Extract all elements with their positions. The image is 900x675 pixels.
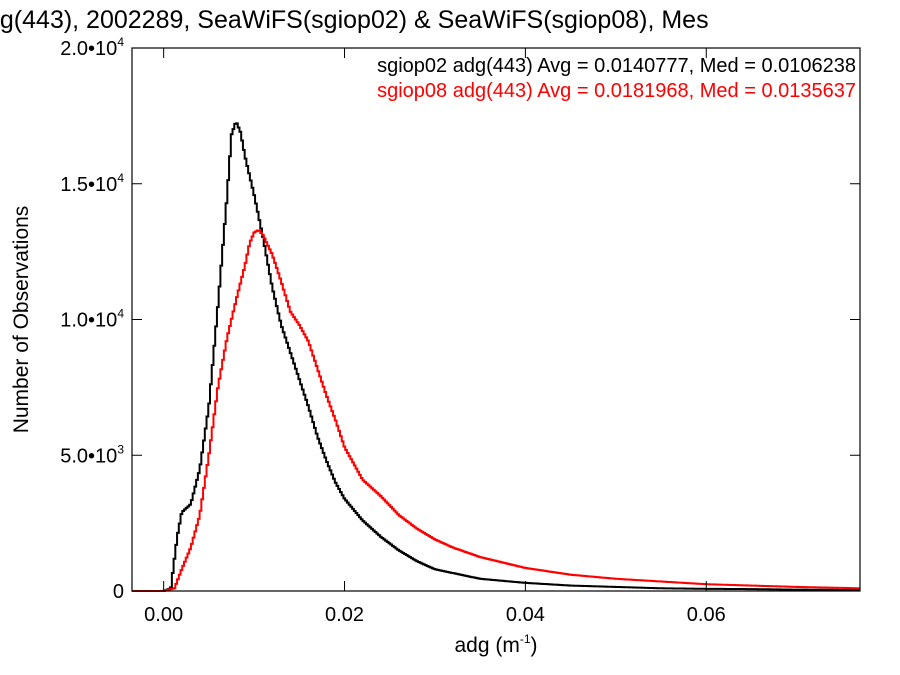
series-layer xyxy=(132,122,860,592)
x-axis-title-base: adg (m xyxy=(454,634,519,657)
x-axis-title: adg (m-1) xyxy=(454,632,537,657)
y-tick-label-exponent: 4 xyxy=(117,35,124,49)
y-tick-label: 1.0•104 xyxy=(60,307,124,332)
series-line-sgiop02 xyxy=(132,122,860,592)
y-axis-title: Number of Observations xyxy=(10,206,33,434)
y-tick-label: 2.0•104 xyxy=(60,35,124,60)
y-tick-label-exponent: 3 xyxy=(117,442,124,456)
x-tick-label: 0.04 xyxy=(506,604,545,626)
plot-frame xyxy=(131,47,861,592)
y-tick-label-base: 5.0•10 xyxy=(60,445,117,467)
x-tick-label: 0.00 xyxy=(144,604,183,626)
y-tick-label-base: 2.0•10 xyxy=(60,38,117,60)
series-line-sgiop08 xyxy=(132,229,860,592)
y-tick-label: 5.0•103 xyxy=(60,442,124,467)
y-tick-label-base: 1.5•10 xyxy=(60,174,117,196)
y-tick-label-exponent: 4 xyxy=(117,171,124,185)
x-tick-label: 0.02 xyxy=(325,604,364,626)
x-axis-title-superscript: -1 xyxy=(520,632,531,646)
x-tick-label: 0.06 xyxy=(687,604,726,626)
series-stat-labels: sgiop02 adg(443) Avg = 0.0140777, Med = … xyxy=(377,55,856,102)
series-stat-label-sgiop08: sgiop08 adg(443) Avg = 0.0181968, Med = … xyxy=(377,80,856,102)
y-tick-label: 1.5•104 xyxy=(60,171,124,196)
y-tick-label-base: 1.0•10 xyxy=(60,310,117,332)
x-axis: 0.00 0.02 0.04 0.06 xyxy=(144,48,726,626)
chart-title: dg(443), 2002289, SeaWiFS(sgiop02) & Sea… xyxy=(0,6,709,34)
series-stat-label-sgiop02: sgiop02 adg(443) Avg = 0.0140777, Med = … xyxy=(377,55,856,77)
y-tick-label: 0 xyxy=(113,581,124,603)
y-tick-label-base: 0 xyxy=(113,581,124,603)
y-tick-label-exponent: 4 xyxy=(117,307,124,321)
x-axis-title-tail: ) xyxy=(531,634,538,657)
